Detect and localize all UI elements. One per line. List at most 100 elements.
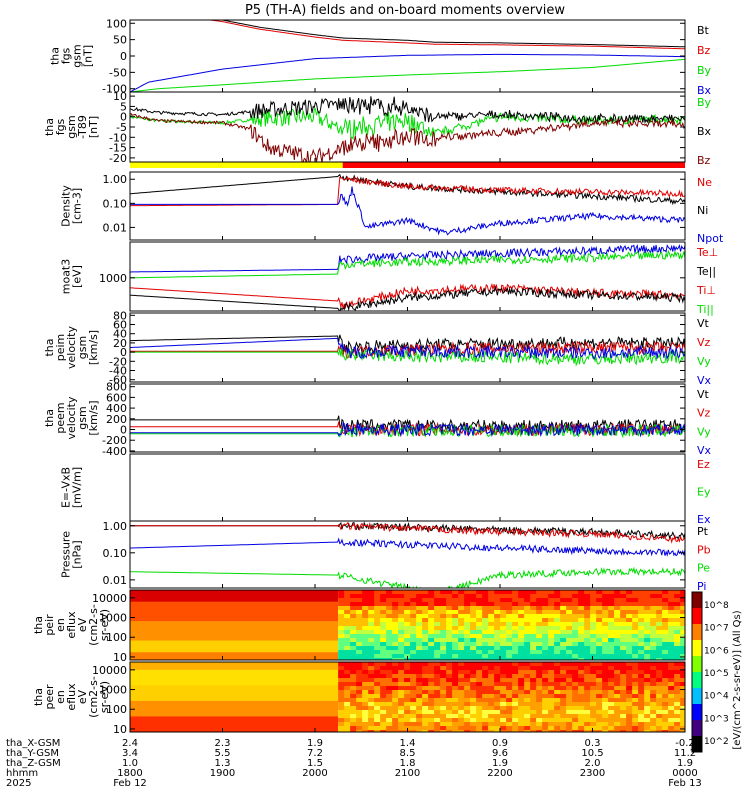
- spectrogram-cell: [416, 722, 423, 727]
- spectrogram-cell: [434, 634, 441, 639]
- spectrogram-cell: [464, 714, 471, 719]
- spectrogram-cell: [578, 686, 585, 691]
- spectrogram-cell: [338, 590, 345, 595]
- spectrogram-cell: [404, 618, 411, 623]
- spectrogram-cell: [440, 590, 447, 595]
- spectrogram-cell: [350, 726, 357, 731]
- spectrogram-cell: [566, 602, 573, 607]
- spectrogram-cell: [680, 718, 685, 723]
- spectrogram-band: [130, 621, 339, 626]
- spectrogram-cell: [578, 594, 585, 599]
- spectrogram-cell: [626, 622, 633, 627]
- spectrogram-cell: [488, 722, 495, 727]
- series-group: [130, 96, 685, 162]
- spectrogram-cell: [374, 610, 381, 615]
- spectrogram-cell: [638, 670, 645, 675]
- spectrogram-cell: [596, 630, 603, 635]
- spectrogram-cell: [512, 650, 519, 655]
- spectrogram-cell: [590, 682, 597, 687]
- spectrogram-cell: [422, 618, 429, 623]
- x-row-value: 7.2: [307, 748, 323, 759]
- y-tick-label: 400: [106, 402, 127, 415]
- spectrogram-cell: [614, 638, 621, 643]
- spectrogram-cell: [662, 654, 669, 659]
- spectrogram-cell: [350, 654, 357, 659]
- spectrogram-cell: [590, 610, 597, 615]
- spectrogram-cell: [650, 706, 657, 711]
- spectrogram-cell: [494, 610, 501, 615]
- spectrogram-cell: [542, 622, 549, 627]
- spectrogram-cell: [422, 726, 429, 731]
- spectrogram-cell: [680, 662, 685, 667]
- spectrogram-cell: [440, 646, 447, 651]
- spectrogram-cell: [536, 630, 543, 635]
- spectrogram-cell: [380, 626, 387, 631]
- spectrogram-cell: [662, 606, 669, 611]
- spectrogram-cell: [440, 698, 447, 703]
- spectrogram-band: [130, 644, 339, 649]
- spectrogram-cell: [446, 646, 453, 651]
- x-row-label: hhmm: [6, 768, 38, 779]
- spectrogram-cell: [500, 702, 507, 707]
- spectrogram-cell: [344, 662, 351, 667]
- spectrogram-cell: [632, 706, 639, 711]
- spectrogram-cell: [608, 622, 615, 627]
- spectrogram-cell: [476, 730, 483, 732]
- y-axis-label: peir: [43, 614, 56, 636]
- spectrogram-cell: [434, 630, 441, 635]
- spectrogram-cell: [596, 654, 603, 659]
- spectrogram-cell: [506, 666, 513, 671]
- spectrogram-cell: [386, 590, 393, 595]
- spectrogram-band: [130, 628, 339, 634]
- spectrogram-cell: [620, 650, 627, 655]
- spectrogram-cell: [560, 622, 567, 627]
- series-ne: [130, 175, 685, 207]
- spectrogram-cell: [374, 638, 381, 643]
- spectrogram-cell: [446, 590, 453, 595]
- spectrogram-cell: [350, 730, 357, 732]
- spectrogram-cell: [602, 610, 609, 615]
- spectrogram-cell: [578, 618, 585, 623]
- spectrogram-cell: [434, 710, 441, 715]
- spectrogram-cell: [680, 694, 685, 699]
- spectrogram-cell: [524, 594, 531, 599]
- spectrogram-cell: [524, 634, 531, 639]
- spectrogram-cell: [404, 710, 411, 715]
- spectrogram-cell: [614, 678, 621, 683]
- spectrogram-cell: [422, 706, 429, 711]
- spectrogram-cell: [416, 602, 423, 607]
- spectrogram-cell: [638, 630, 645, 635]
- spectrogram-cell: [602, 670, 609, 675]
- spectrogram-cell: [584, 662, 591, 667]
- spectrogram-cell: [386, 702, 393, 707]
- spectrogram-cell: [350, 630, 357, 635]
- spectrogram-cell: [674, 598, 681, 603]
- spectrogram-cell: [584, 614, 591, 619]
- spectrogram-cell: [644, 666, 651, 671]
- spectrogram-cell: [494, 674, 501, 679]
- spectrogram-cell: [668, 710, 675, 715]
- spectrogram-cell: [410, 654, 417, 659]
- spectrogram-cell: [638, 634, 645, 639]
- spectrogram-cell: [356, 706, 363, 711]
- spectrogram-cell: [506, 658, 513, 660]
- spectrogram-cell: [374, 662, 381, 667]
- spectrogram-cell: [344, 590, 351, 595]
- spectrogram-cell: [386, 630, 393, 635]
- spectrogram-cell: [356, 714, 363, 719]
- spectrogram-cell: [512, 710, 519, 715]
- spectrogram-cell: [620, 698, 627, 703]
- legend-entry: Vz: [697, 407, 711, 420]
- spectrogram-cell: [482, 686, 489, 691]
- spectrogram-cell: [464, 670, 471, 675]
- spectrogram-cell: [494, 686, 501, 691]
- spectrogram-cell: [476, 614, 483, 619]
- spectrogram-cell: [596, 698, 603, 703]
- spectrogram-cell: [404, 686, 411, 691]
- spectrogram-cell: [386, 690, 393, 695]
- spectrogram-cell: [458, 590, 465, 595]
- spectrogram-cell: [392, 730, 399, 732]
- spectrogram-cell: [362, 622, 369, 627]
- spectrogram-cell: [578, 726, 585, 731]
- spectrogram-cell: [350, 710, 357, 715]
